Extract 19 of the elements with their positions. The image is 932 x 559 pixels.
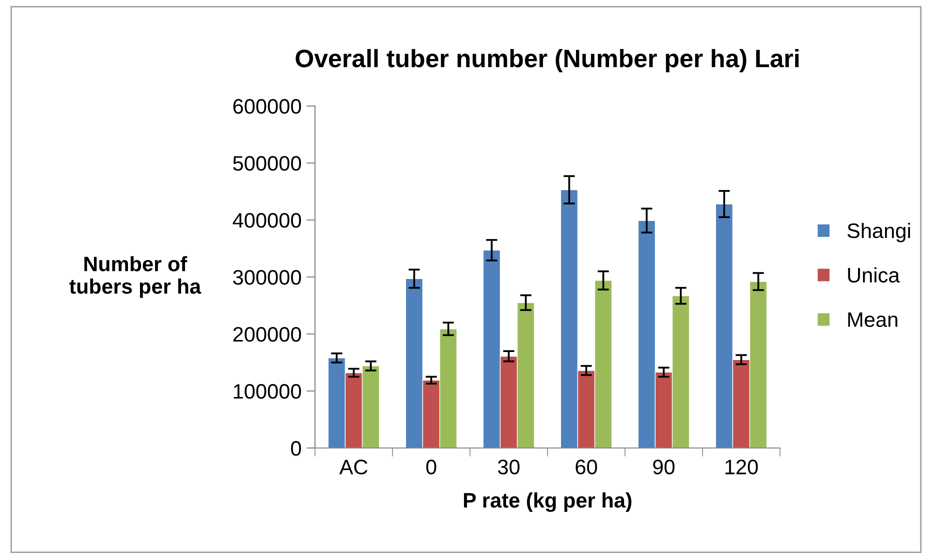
x-tick-label: AC [339,460,368,474]
legend-label: Shangi [847,222,910,242]
x-tick-label: 90 [653,460,675,474]
y-tick-label: 0 [291,441,301,456]
y-tick-label: 300000 [233,270,301,285]
x-tick-label: 0 [426,460,436,474]
y-tick-label: 400000 [232,213,301,228]
x-tick-label: 30 [498,460,520,474]
y-tick-label: 200000 [233,327,301,342]
x-axis-title: P rate (kg per ha) [464,492,632,512]
legend-label: Unica [848,267,900,283]
chart-title: Overall tuber number (Number per ha) Lari [296,48,799,72]
y-axis-title: Number of tubers per ha [69,256,202,298]
y-tick-label: 500000 [233,156,301,171]
legend-label: Mean [848,312,898,328]
x-tick-label: 60 [576,460,598,474]
y-tick-label: 600000 [233,99,301,114]
y-tick-label: 100000 [234,384,301,399]
x-tick-label: 120 [725,460,758,474]
